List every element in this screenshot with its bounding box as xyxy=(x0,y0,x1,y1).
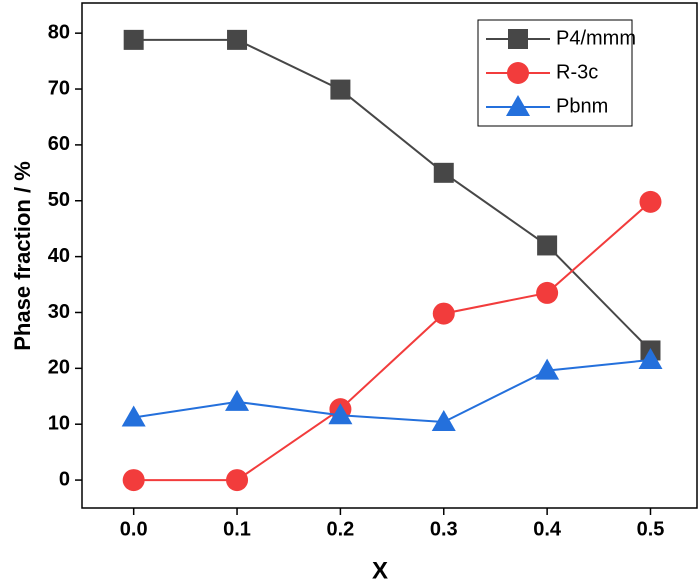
y-tick-label: 40 xyxy=(48,245,70,267)
x-tick-label: 0.5 xyxy=(637,518,665,540)
x-tick-label: 0.0 xyxy=(120,518,148,540)
x-tick-label: 0.2 xyxy=(326,518,354,540)
marker xyxy=(639,190,662,213)
marker xyxy=(536,281,559,304)
y-tick-label: 80 xyxy=(48,21,70,43)
marker xyxy=(122,469,145,492)
marker xyxy=(121,405,146,427)
x-axis-label: X xyxy=(372,557,388,584)
marker xyxy=(226,469,249,492)
series-line xyxy=(133,358,651,423)
legend-label: P4/mmm xyxy=(556,27,636,49)
marker xyxy=(535,358,560,380)
marker xyxy=(638,347,663,369)
plot-frame xyxy=(81,2,698,509)
y-tick-label: 70 xyxy=(48,77,70,99)
marker xyxy=(433,162,454,183)
series-line xyxy=(133,38,652,352)
y-axis-label: Phase fraction / % xyxy=(10,161,35,351)
marker xyxy=(431,409,456,431)
marker xyxy=(328,403,353,425)
y-tick-label: 30 xyxy=(48,301,70,323)
y-tick-label: 10 xyxy=(48,412,70,434)
marker xyxy=(123,29,144,50)
legend-label: Pbnm xyxy=(556,95,608,117)
marker xyxy=(432,302,455,325)
y-tick-label: 20 xyxy=(48,357,70,379)
y-tick-label: 0 xyxy=(59,468,70,490)
marker xyxy=(537,235,558,256)
y-tick-label: 50 xyxy=(48,189,70,211)
series-line xyxy=(133,201,652,482)
x-tick-label: 0.4 xyxy=(533,518,562,540)
legend-label: R-3c xyxy=(556,61,598,83)
marker xyxy=(227,29,248,50)
y-tick-label: 60 xyxy=(48,133,70,155)
x-tick-label: 0.3 xyxy=(430,518,458,540)
legend-marker xyxy=(508,29,528,49)
marker xyxy=(225,389,250,411)
legend-marker xyxy=(507,62,529,84)
marker xyxy=(330,79,351,100)
x-tick-label: 0.1 xyxy=(223,518,251,540)
legend-marker xyxy=(506,95,530,116)
